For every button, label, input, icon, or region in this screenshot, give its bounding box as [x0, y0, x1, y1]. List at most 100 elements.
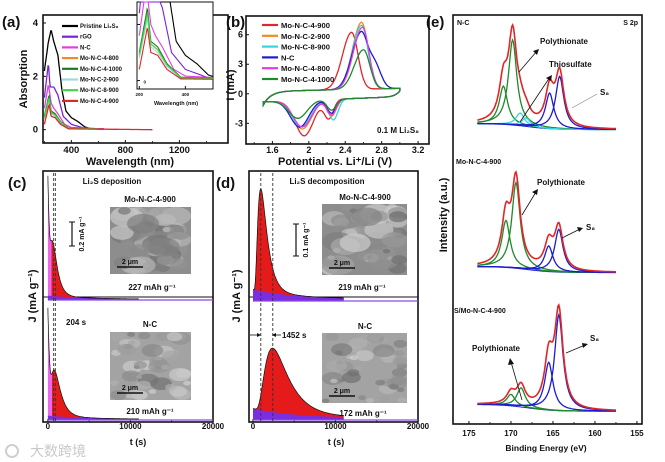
panel-a-ylabel: Absorption [18, 49, 30, 108]
sem-texture [348, 337, 368, 350]
panel-b-x-tick-label: 2.8 [375, 145, 388, 155]
sem-texture [110, 225, 134, 240]
sem-texture [155, 332, 171, 342]
panel-b-x-tick-label: 2 [306, 145, 311, 155]
panel-e-xps-chart: 175 170 165 160 155 [452, 14, 644, 438]
sem-scale-label: 2 μm [334, 388, 350, 395]
sem-texture [397, 397, 407, 403]
sem-texture [127, 332, 136, 337]
xps-component-0-0-0 [477, 38, 616, 131]
arrowhead [272, 333, 276, 337]
panel-c-time-difference: 204 s [66, 318, 87, 327]
sem-texture [366, 397, 375, 403]
panel-a-frame [42, 14, 229, 144]
sem-texture [183, 380, 191, 386]
spectrum-label-mo-n-c: Mo-N-C-4-900 [456, 159, 501, 166]
sem-texture [126, 214, 160, 234]
sem-texture [356, 365, 364, 371]
legend-label: Pristine Li₂S₈ [80, 24, 119, 30]
sem-texture [331, 214, 352, 227]
panel-a-xlabel: Wavelength (nm) [86, 156, 175, 168]
sem-texture [393, 339, 408, 348]
sem-texture [392, 356, 407, 366]
sem-texture [138, 332, 151, 340]
cv-curve-5 [262, 49, 401, 119]
panel-pd-x-tick-label: 20000 [407, 422, 430, 431]
label-s8-3: S₈ [590, 334, 599, 343]
sem-texture [156, 254, 174, 266]
panel-pc-x-tick-label: 10000 [119, 422, 142, 431]
sem-texture [129, 244, 151, 257]
panel-pc-x-tick-label: 20000 [202, 422, 225, 431]
sem-image-c-n-c: 2 μm [110, 332, 192, 400]
sem-texture [342, 371, 361, 384]
sem-texture [325, 333, 339, 341]
panel-d-sem-bottom-label: N-C [358, 322, 372, 331]
sem-texture [391, 255, 408, 265]
sem-texture [372, 344, 395, 358]
arrow-s8-3 [565, 344, 586, 354]
panel-b-x-tick-label: 1.6 [266, 145, 279, 155]
sem-texture [162, 227, 171, 233]
sem-texture [367, 333, 385, 344]
sem-texture [136, 375, 143, 379]
current-curve-1 [47, 307, 139, 420]
sem-texture [378, 395, 391, 403]
panel-a-legend: Pristine Li₂S₈ rGO N-C Mo-N-C-4-800 Mo-N-C-4… [62, 24, 123, 105]
panel-e-x-tick-label: 160 [588, 429, 602, 438]
panel-b-y-tick-label: -3 [235, 118, 243, 128]
panel-d-title: Li₂S decomposition [289, 177, 364, 186]
sem-texture [388, 383, 399, 390]
sem-texture [123, 343, 133, 350]
sem-texture [116, 381, 134, 392]
sem-texture [166, 225, 191, 240]
xps-component-2-1-0 [477, 312, 616, 412]
panel-e-x-tick-label: 170 [504, 429, 518, 438]
sem-texture [148, 389, 157, 394]
sem-texture [388, 211, 407, 223]
sem-texture [390, 375, 408, 386]
panel-b-xlabel: Potential vs. Li⁺/Li (V) [278, 156, 392, 168]
panel-d-scale-bar-label: 0.1 mA g⁻¹ [303, 222, 310, 258]
baseline-area-0 [253, 289, 344, 301]
panel-e-xlabel: Binding Energy (eV) [505, 443, 586, 453]
panel-d-capacity-bottom: 172 mAh g⁻¹ [339, 409, 387, 418]
sem-texture [165, 383, 176, 391]
sem-texture [161, 350, 179, 361]
sem-texture [358, 395, 366, 401]
arrow-s8-2 [561, 228, 581, 239]
panel-label-a: (a) [2, 14, 20, 31]
panel-d-sem-top-label: Mo-N-C-4-900 [339, 193, 391, 202]
label-polythionate-3: Polythionate [472, 344, 521, 353]
panel-a-x-tick-label: 800 [117, 145, 133, 156]
legend-label: Mo-N-C-4-900 [80, 99, 119, 105]
panel-b-x-tick-label: 2.4 [339, 145, 352, 155]
capacity-area-0 [253, 188, 344, 301]
xps-envelope-2 [477, 303, 616, 411]
panel-c-sem-top-label: Mo-N-C-4-900 [124, 195, 176, 204]
sem-texture [161, 364, 170, 370]
sem-texture [127, 340, 135, 345]
panel-e-frame [452, 14, 643, 425]
panel-d-xlabel: t (s) [328, 437, 345, 447]
xps-component-0-2-1 [477, 91, 616, 131]
legend-label: Mo-N-C-4-800 [281, 64, 330, 73]
panel-a-inset-x-tick-label: 400 [182, 92, 190, 97]
legend-label: Mo-N-C-8-900 [281, 43, 330, 52]
arrowhead [508, 358, 514, 365]
arrow-polythionate-3 [510, 361, 523, 401]
legend-label: rGO [80, 35, 92, 41]
sem-texture [381, 232, 408, 248]
legend-label: N-C [281, 53, 295, 62]
sem-image-d-n-c: 2 μm [322, 333, 408, 403]
panel-e-x-tick-label: 175 [462, 429, 476, 438]
sem-texture [339, 382, 354, 391]
panel-a-inset-xlabel: Wavelength (nm) [154, 101, 198, 107]
xps-component-1-1-1 [477, 245, 616, 274]
panel-b-annotation: 0.1 M Li₂S₈ [377, 126, 419, 135]
sem-texture [121, 370, 141, 382]
sem-texture [394, 350, 405, 357]
